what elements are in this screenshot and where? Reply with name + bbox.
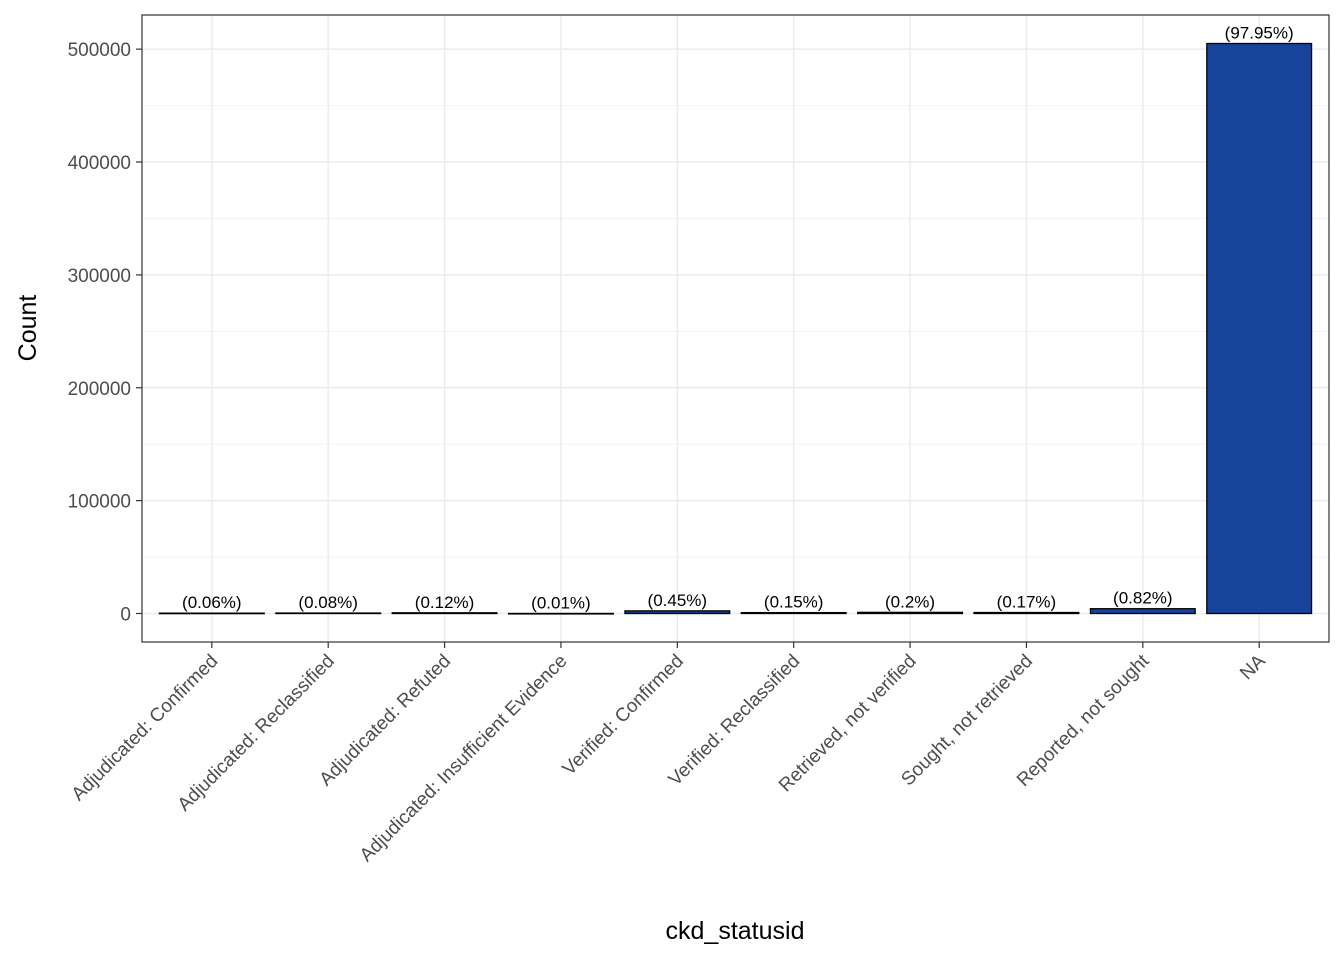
x-tick-label: Adjudicated: Insufficient Evidence <box>356 651 572 867</box>
y-tick-label: 200000 <box>68 379 131 400</box>
bar-value-label: (0.2%) <box>885 592 935 611</box>
y-tick-label: 300000 <box>68 266 131 287</box>
bars <box>158 42 1313 615</box>
x-axis-title: ckd_statusid <box>666 917 805 945</box>
bar-value-label: (97.95%) <box>1225 24 1294 43</box>
x-tick-label: Verified: Reclassified <box>665 651 805 791</box>
x-tick-label: Adjudicated: Refuted <box>316 651 456 791</box>
y-axis: 0 100000 200000 300000 400000 500000 <box>68 40 142 626</box>
bar <box>275 612 382 615</box>
x-tick-label: NA <box>1236 650 1270 684</box>
bar-value-label: (0.01%) <box>531 593 591 612</box>
bar-value-label: (0.15%) <box>764 593 824 612</box>
panel-background <box>142 15 1329 642</box>
x-tick-label: Reported, not sought <box>1013 650 1154 791</box>
bar-value-label: (0.45%) <box>648 591 708 610</box>
y-tick-label: 0 <box>120 605 131 626</box>
bar <box>1206 42 1313 615</box>
y-tick-label: 400000 <box>68 153 131 174</box>
bar-labels: (0.06%) (0.08%) (0.12%) (0.01%) (0.45%) (0.15… <box>182 24 1294 613</box>
y-axis-title: Count <box>14 295 42 362</box>
bar <box>973 611 1080 615</box>
x-tick-label: Verified: Confirmed <box>559 651 688 780</box>
bar <box>158 612 265 615</box>
bar-value-label: (0.17%) <box>997 593 1057 612</box>
bar-value-label: (0.08%) <box>298 593 358 612</box>
bar <box>624 610 731 615</box>
y-tick-label: 500000 <box>68 40 131 61</box>
x-tick-label: Sought, not retrieved <box>897 651 1037 791</box>
y-tick-label: 100000 <box>68 492 131 513</box>
bar <box>1089 608 1196 615</box>
bar <box>391 612 498 615</box>
panel-border <box>141 14 1330 643</box>
bar <box>740 611 847 615</box>
bar-value-label: (0.06%) <box>182 593 242 612</box>
bar-value-label: (0.12%) <box>415 593 475 612</box>
bar <box>857 611 964 615</box>
bar-value-label: (0.82%) <box>1113 589 1173 608</box>
bar <box>507 612 614 615</box>
